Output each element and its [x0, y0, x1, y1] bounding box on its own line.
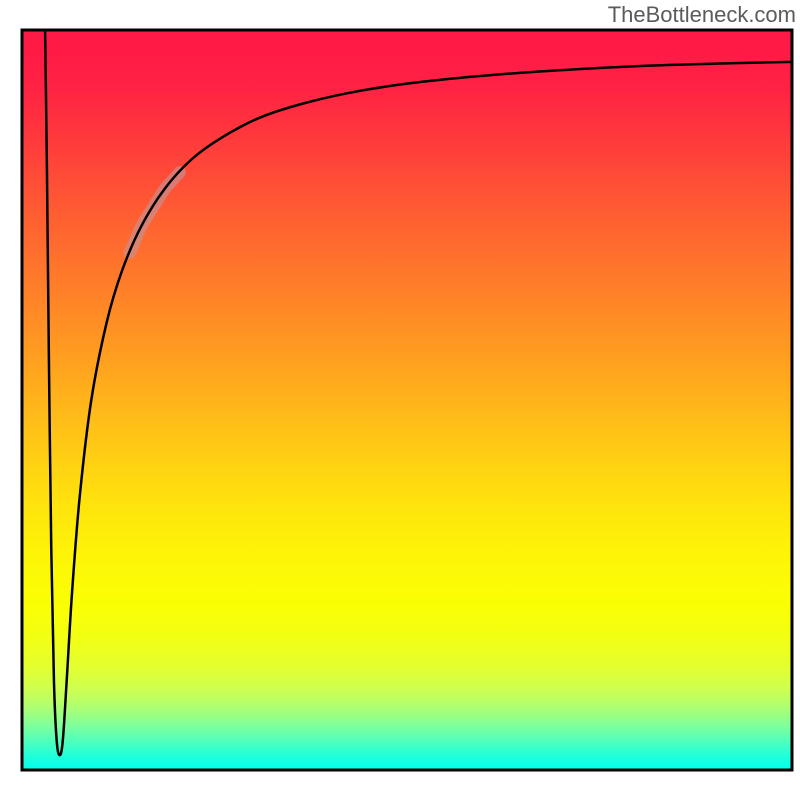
- plot-background: [22, 30, 792, 770]
- chart-container: TheBottleneck.com: [0, 0, 800, 800]
- watermark-text: TheBottleneck.com: [608, 2, 796, 28]
- bottleneck-curve-chart: [0, 0, 800, 800]
